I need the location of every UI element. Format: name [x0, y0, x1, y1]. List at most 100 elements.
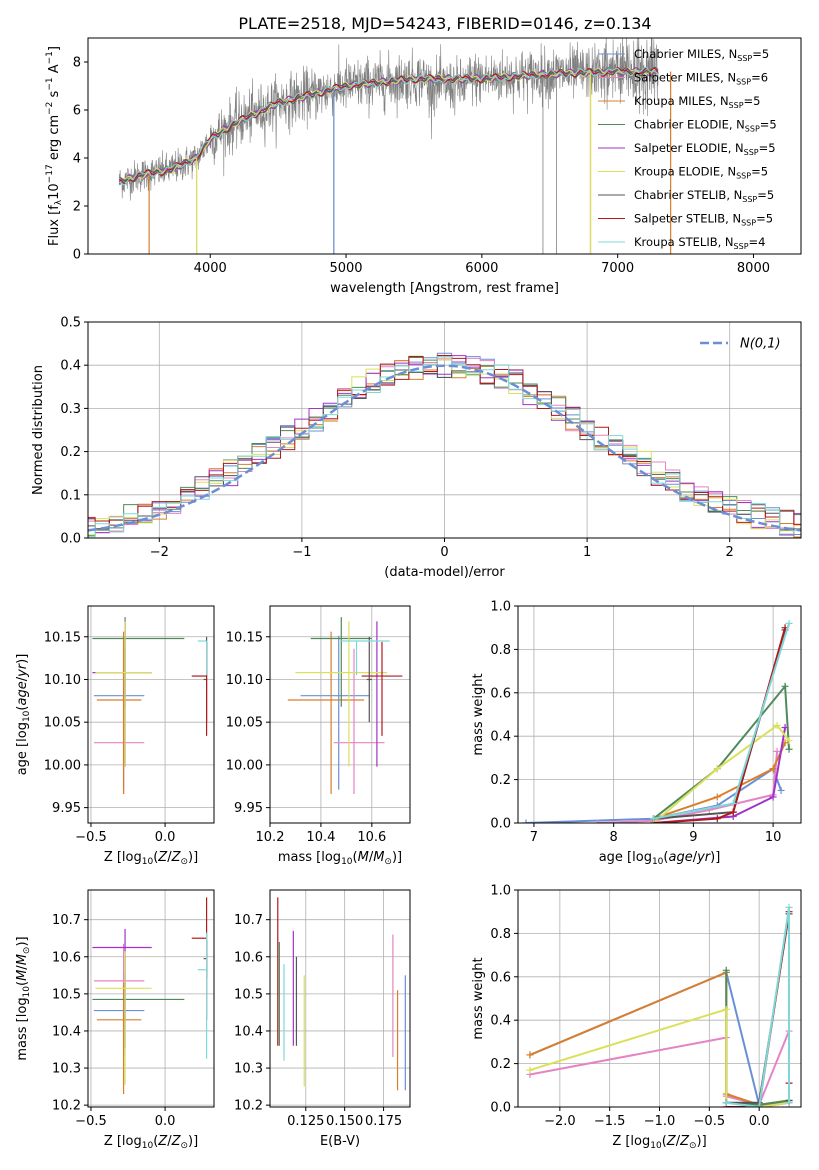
x-tick-label: 4000 — [194, 261, 227, 276]
marker — [729, 799, 737, 807]
residuals-legend: N(0,1) — [700, 337, 781, 352]
legend-entry-kroupa-stelib: Kroupa STELIB, NSSP=4 — [634, 235, 765, 251]
spectrum-legend: Chabrier MILES, NSSP=5 Salpeter MILES, NS… — [598, 47, 777, 251]
x-tick-label: −1 — [292, 545, 311, 560]
series-line — [652, 724, 790, 823]
age-vs-mass-plot — [287, 617, 403, 794]
marker — [526, 1051, 534, 1059]
mass_vs_EBV-grid — [270, 890, 410, 1107]
x-tick-label: 0.150 — [326, 1114, 363, 1129]
spectrum-plot — [118, 38, 672, 254]
y-tick-label: 10.10 — [226, 673, 263, 688]
x-tick-label: 0.0 — [155, 1114, 176, 1129]
x-tick-label: 0.0 — [749, 1114, 770, 1129]
legend-entry-salpeter-elodie: Salpeter ELODIE, NSSP=5 — [634, 141, 776, 157]
point-chabrier-stelib — [366, 636, 372, 723]
y-tick-label: 10.2 — [52, 1099, 81, 1114]
y-tick-label: 0.1 — [60, 488, 81, 503]
y-tick-label: 10.2 — [234, 1099, 263, 1114]
y-tick-label: 0.6 — [490, 686, 511, 701]
histogram-kroupa-stelib — [88, 356, 801, 538]
y-tick-label: 10.10 — [44, 673, 81, 688]
point-salpeter-stelib — [191, 641, 208, 736]
series-line — [653, 629, 787, 820]
x-tick-label: −2 — [150, 545, 169, 560]
y-axis-label: mass [log10(M/M⊙)] — [15, 936, 32, 1060]
x-tick-label: 7000 — [601, 261, 634, 276]
y-axis-label: Normed distribution — [31, 365, 46, 495]
x-axis-label: (data-model)/error — [384, 565, 505, 580]
series-salpeter-stelib — [722, 908, 793, 1107]
x-tick-label: 10.4 — [306, 830, 335, 845]
y-tick-label: 10.7 — [234, 913, 263, 928]
residuals-plot — [88, 352, 801, 538]
marker — [594, 819, 602, 823]
mass-vs-EBV-plot — [277, 897, 406, 1091]
marker — [781, 724, 789, 732]
point-kroupa-stelib — [197, 640, 208, 676]
point-kroupa-miles — [287, 631, 365, 794]
series-kroupa-stelib — [722, 903, 793, 1107]
x-tick-label: −0.5 — [75, 830, 107, 845]
legend-entry-chabrier-elodie: Chabrier ELODIE, NSSP=5 — [634, 118, 777, 134]
x-axis-label: E(B-V) — [320, 1134, 360, 1149]
histogram-salpeter-stelib — [88, 354, 801, 526]
mass-weight-vs-age-panel: 7 8 9 10 0.0 0.2 0.4 0.6 0.8 1.0 age [log10(age/yr… — [471, 600, 802, 867]
series-kroupa-stelib — [650, 619, 793, 823]
mass-vs-Z-plot — [92, 897, 208, 1095]
legend-entry-chabrier-stelib: Chabrier STELIB, NSSP=5 — [634, 188, 774, 204]
x-tick-label: 0.125 — [287, 1114, 324, 1129]
point-kroupa-stelib — [197, 932, 208, 1059]
y-tick-label: 1.0 — [490, 884, 511, 899]
series-line — [653, 727, 787, 823]
y-tick-label: 0.4 — [490, 1014, 511, 1029]
age-vs-Z-panel: −0.5 0.0 9.95 10.00 10.05 10.10 10.15 Z [log10(… — [15, 605, 215, 867]
legend-entry-normal: N(0,1) — [740, 337, 781, 352]
y-tick-label: 10.5 — [234, 987, 263, 1002]
series-salpeter-miles — [594, 747, 781, 823]
legend-entry-kroupa-miles: Kroupa MILES, NSSP=5 — [634, 94, 760, 110]
point-kroupa-elodie — [295, 621, 388, 767]
y-tick-label: 0.4 — [60, 359, 81, 374]
marker — [650, 815, 658, 823]
marker — [769, 765, 777, 773]
spectrum-frame — [87, 37, 802, 255]
marker — [785, 1099, 793, 1107]
x-tick-label: −0.5 — [694, 1114, 726, 1129]
series-line — [725, 970, 790, 1106]
mass_vs_EBV-frame — [269, 889, 411, 1108]
point-kroupa-stelib — [341, 640, 390, 676]
legend-entry-salpeter-stelib: Salpeter STELIB, NSSP=5 — [634, 212, 773, 228]
x-tick-label: −0.5 — [75, 1114, 107, 1129]
point-kroupa-elodie — [95, 621, 152, 767]
point-kroupa-miles — [96, 631, 142, 794]
mass-weight-vs-Z-panel: −2.0 −1.5 −1.0 −0.5 0.0 0.0 0.2 0.4 0.6 0.8 1.0 Z [… — [471, 884, 802, 1151]
marker — [722, 966, 730, 974]
point-salpeter-elodie — [92, 928, 152, 1022]
x-tick-label: 9 — [689, 830, 697, 845]
y-tick-label: 0.6 — [490, 970, 511, 985]
y-tick-label: 9.95 — [234, 801, 263, 816]
marker — [526, 1066, 534, 1074]
y-tick-label: 2 — [73, 200, 81, 215]
marker — [722, 1099, 730, 1107]
series-kroupa-miles — [650, 739, 789, 823]
x-tick-label: 0 — [440, 545, 448, 560]
normal-curve — [88, 364, 801, 532]
y-tick-label: 9.95 — [52, 801, 81, 816]
histogram-salpeter-miles — [88, 357, 801, 534]
mass_weight_vs_age-frame — [517, 605, 802, 824]
y-tick-label: 10.4 — [52, 1024, 81, 1039]
marker — [713, 815, 721, 823]
mass-vs-EBV-panel: 0.125 0.150 0.175 10.2 10.3 10.4 10.5 10.6 10.7 E… — [234, 889, 411, 1149]
x-tick-label: 8 — [610, 830, 618, 845]
y-tick-label: 8 — [73, 56, 81, 71]
x-axis-label: wavelength [Angstrom, rest frame] — [330, 281, 559, 296]
x-tick-label: 7 — [530, 830, 538, 845]
spectrum-panel: 4000 5000 6000 7000 8000 0 2 4 6 8 wavelength [Ang… — [45, 37, 802, 296]
point-kroupa-miles — [96, 982, 142, 1095]
x-tick-label: 10.2 — [256, 830, 285, 845]
marker — [785, 737, 793, 745]
y-tick-label: 10.3 — [234, 1062, 263, 1077]
age-vs-Z-plot — [92, 617, 208, 794]
